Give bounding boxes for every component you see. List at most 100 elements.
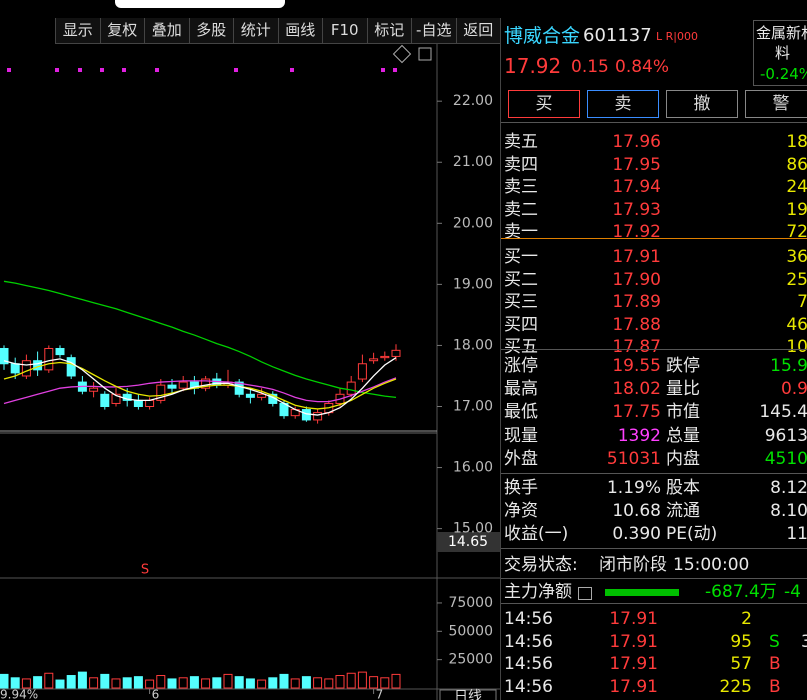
trade-time: 14:56: [504, 676, 553, 697]
volume-bar: [369, 676, 379, 689]
stock-code: 601137: [583, 25, 652, 46]
book-volume: 18: [786, 132, 807, 152]
volume-bar: [77, 671, 87, 689]
toolbar-button[interactable]: 返回: [455, 18, 501, 43]
book-volume: 36: [786, 247, 807, 267]
book-label: 买四: [504, 314, 538, 335]
book-price: 17.87: [612, 337, 661, 358]
trade-price: 17.91: [609, 631, 658, 652]
ma-line: [3, 361, 397, 410]
book-volume: 46: [786, 314, 807, 335]
toolbar-button[interactable]: 画线: [277, 18, 323, 43]
y-tick-label: 17.00: [453, 398, 493, 414]
toolbar-button[interactable]: 叠加: [144, 18, 189, 43]
stat-value: 18.02: [612, 379, 661, 400]
candle-body: [167, 384, 177, 389]
stat-value: 8.10: [770, 501, 807, 521]
volume-bar: [290, 678, 300, 689]
volume-bar: [268, 677, 278, 689]
volume-bar: [380, 677, 390, 689]
book-price: 17.96: [612, 132, 661, 152]
x-tick-label: 7: [376, 688, 384, 700]
icon[interactable]: [392, 44, 412, 64]
candle-body: [0, 347, 9, 365]
trade-button[interactable]: 买: [508, 90, 580, 118]
price-pct: 0.84%: [615, 57, 670, 77]
status-time: 15:00:00: [673, 555, 750, 575]
sector-box: [753, 20, 807, 86]
volume-bar: [189, 676, 199, 689]
volume-bar: [55, 679, 65, 689]
volume-bar: [156, 675, 166, 689]
volume-bar: [0, 673, 9, 689]
toolbar-button[interactable]: 显示: [55, 18, 100, 43]
period-box[interactable]: [439, 689, 497, 700]
trade-button[interactable]: 撤: [666, 90, 738, 118]
trade-volume: 95: [730, 631, 752, 652]
status-label: 交易状态:: [504, 555, 578, 575]
stat-label: 现量: [504, 425, 538, 446]
candle-body: [133, 399, 143, 407]
volume-bar: [178, 677, 188, 689]
toolbar-button[interactable]: F10: [322, 18, 367, 43]
stat-value: 11: [786, 524, 807, 544]
candle-body: [245, 393, 255, 398]
stat-label: 换手: [504, 478, 538, 498]
period-label[interactable]: 日线: [454, 689, 482, 700]
stat-label: 跌停: [666, 356, 700, 376]
trade-count: 3: [801, 631, 807, 653]
window-tab: [115, 0, 285, 8]
icon[interactable]: [418, 47, 432, 61]
stat-value: 51031: [606, 448, 661, 469]
book-price: 17.94: [612, 177, 661, 198]
volume-bar: [279, 673, 289, 689]
volume-bar: [223, 673, 233, 689]
candle-body: [201, 378, 211, 389]
trade-time: 14:56: [504, 654, 553, 674]
stat-value: 9613: [764, 425, 807, 446]
price-cursor-label: 14.65: [448, 534, 488, 550]
trade-button[interactable]: 警: [745, 90, 807, 118]
y-tick-label: 20.00: [453, 215, 493, 231]
toolbar-button[interactable]: 多股: [188, 18, 234, 43]
volume-bar: [145, 679, 155, 689]
volume-tick-label: 50000: [448, 623, 493, 639]
trade-price: 17.91: [609, 609, 658, 629]
candle-body: [21, 360, 31, 377]
stat-value: 8.12: [770, 478, 807, 498]
toolbar-button[interactable]: 统计: [233, 18, 278, 43]
book-price: 17.92: [612, 222, 661, 243]
trade-price: 17.91: [609, 654, 658, 674]
flow-label: 主力净额: [504, 582, 572, 602]
trade-button[interactable]: 卖: [587, 90, 659, 118]
toolbar: 显示 复权 叠加 多股 统计 画线 F10 标记 -自选 返回: [55, 18, 500, 44]
toolbar-button[interactable]: 标记: [366, 18, 412, 43]
candle-body: [313, 412, 323, 421]
y-tick-label: 19.00: [453, 276, 493, 292]
stock-flags: L R|000: [656, 30, 698, 43]
divider: [501, 473, 807, 474]
stat-label: 内盘: [666, 448, 700, 469]
divider: [501, 349, 807, 350]
book-label: 卖四: [504, 154, 538, 175]
flow-icon[interactable]: [578, 587, 592, 600]
candle-body: [357, 363, 367, 380]
y-tick-label: 18.00: [453, 337, 493, 353]
volume-bar: [346, 672, 356, 689]
stat-value: 145.4: [759, 402, 807, 423]
trade-volume: 2: [741, 609, 752, 629]
price-change: 0.15: [571, 57, 609, 77]
trade-volume: 57: [730, 654, 752, 674]
book-volume: 19: [786, 199, 807, 220]
divider: [501, 122, 807, 123]
trade-side: B: [769, 654, 781, 674]
stat-label: 市值: [666, 402, 700, 423]
toolbar-button[interactable]: 复权: [99, 18, 145, 43]
stock-name: 博威合金: [504, 25, 581, 47]
volume-bar: [100, 673, 110, 689]
divider: [501, 578, 807, 579]
toolbar-button[interactable]: -自选: [411, 18, 456, 43]
candle-body: [89, 387, 99, 392]
divider: [501, 603, 807, 604]
